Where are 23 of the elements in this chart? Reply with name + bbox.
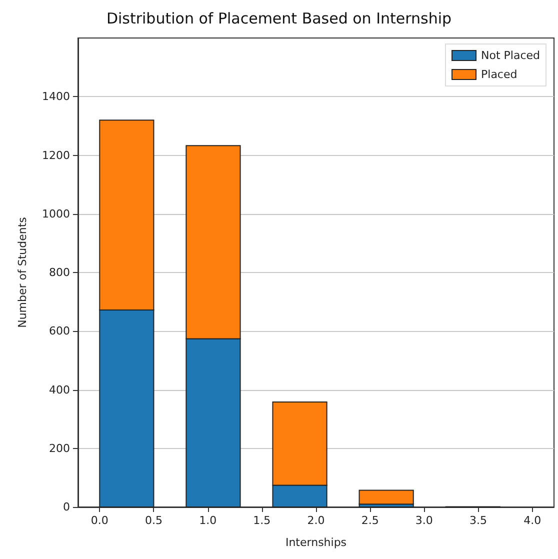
x-tick-label: 0.5	[144, 514, 162, 527]
chart-title: Distribution of Placement Based on Internship	[106, 10, 452, 28]
x-axis-title: Internships	[285, 536, 347, 549]
x-tick-label: 1.5	[253, 514, 271, 527]
x-tick-label: 4.0	[524, 514, 542, 527]
y-tick-label: 1000	[42, 207, 70, 220]
y-tick-label: 200	[49, 442, 70, 455]
bar	[358, 490, 414, 505]
legend-label: Not Placed	[481, 49, 540, 62]
y-tick-label: 0	[63, 500, 70, 514]
x-tick-label: 2.0	[307, 514, 325, 527]
x-tick-label: 3.0	[415, 514, 433, 527]
y-axis-title: Number of Students	[16, 216, 29, 328]
y-tick-label: 800	[49, 266, 70, 279]
x-tick-label: 0.0	[90, 514, 108, 527]
x-tick-label: 1.0	[199, 514, 217, 527]
y-tick-label: 1400	[42, 90, 70, 104]
legend-label: Placed	[481, 68, 518, 81]
x-tick-label: 3.5	[470, 514, 488, 527]
y-tick-label: 1200	[42, 148, 70, 162]
y-tick-label: 600	[49, 324, 70, 338]
x-tick-label: 2.5	[361, 514, 379, 527]
y-tick-label: 400	[49, 383, 70, 396]
